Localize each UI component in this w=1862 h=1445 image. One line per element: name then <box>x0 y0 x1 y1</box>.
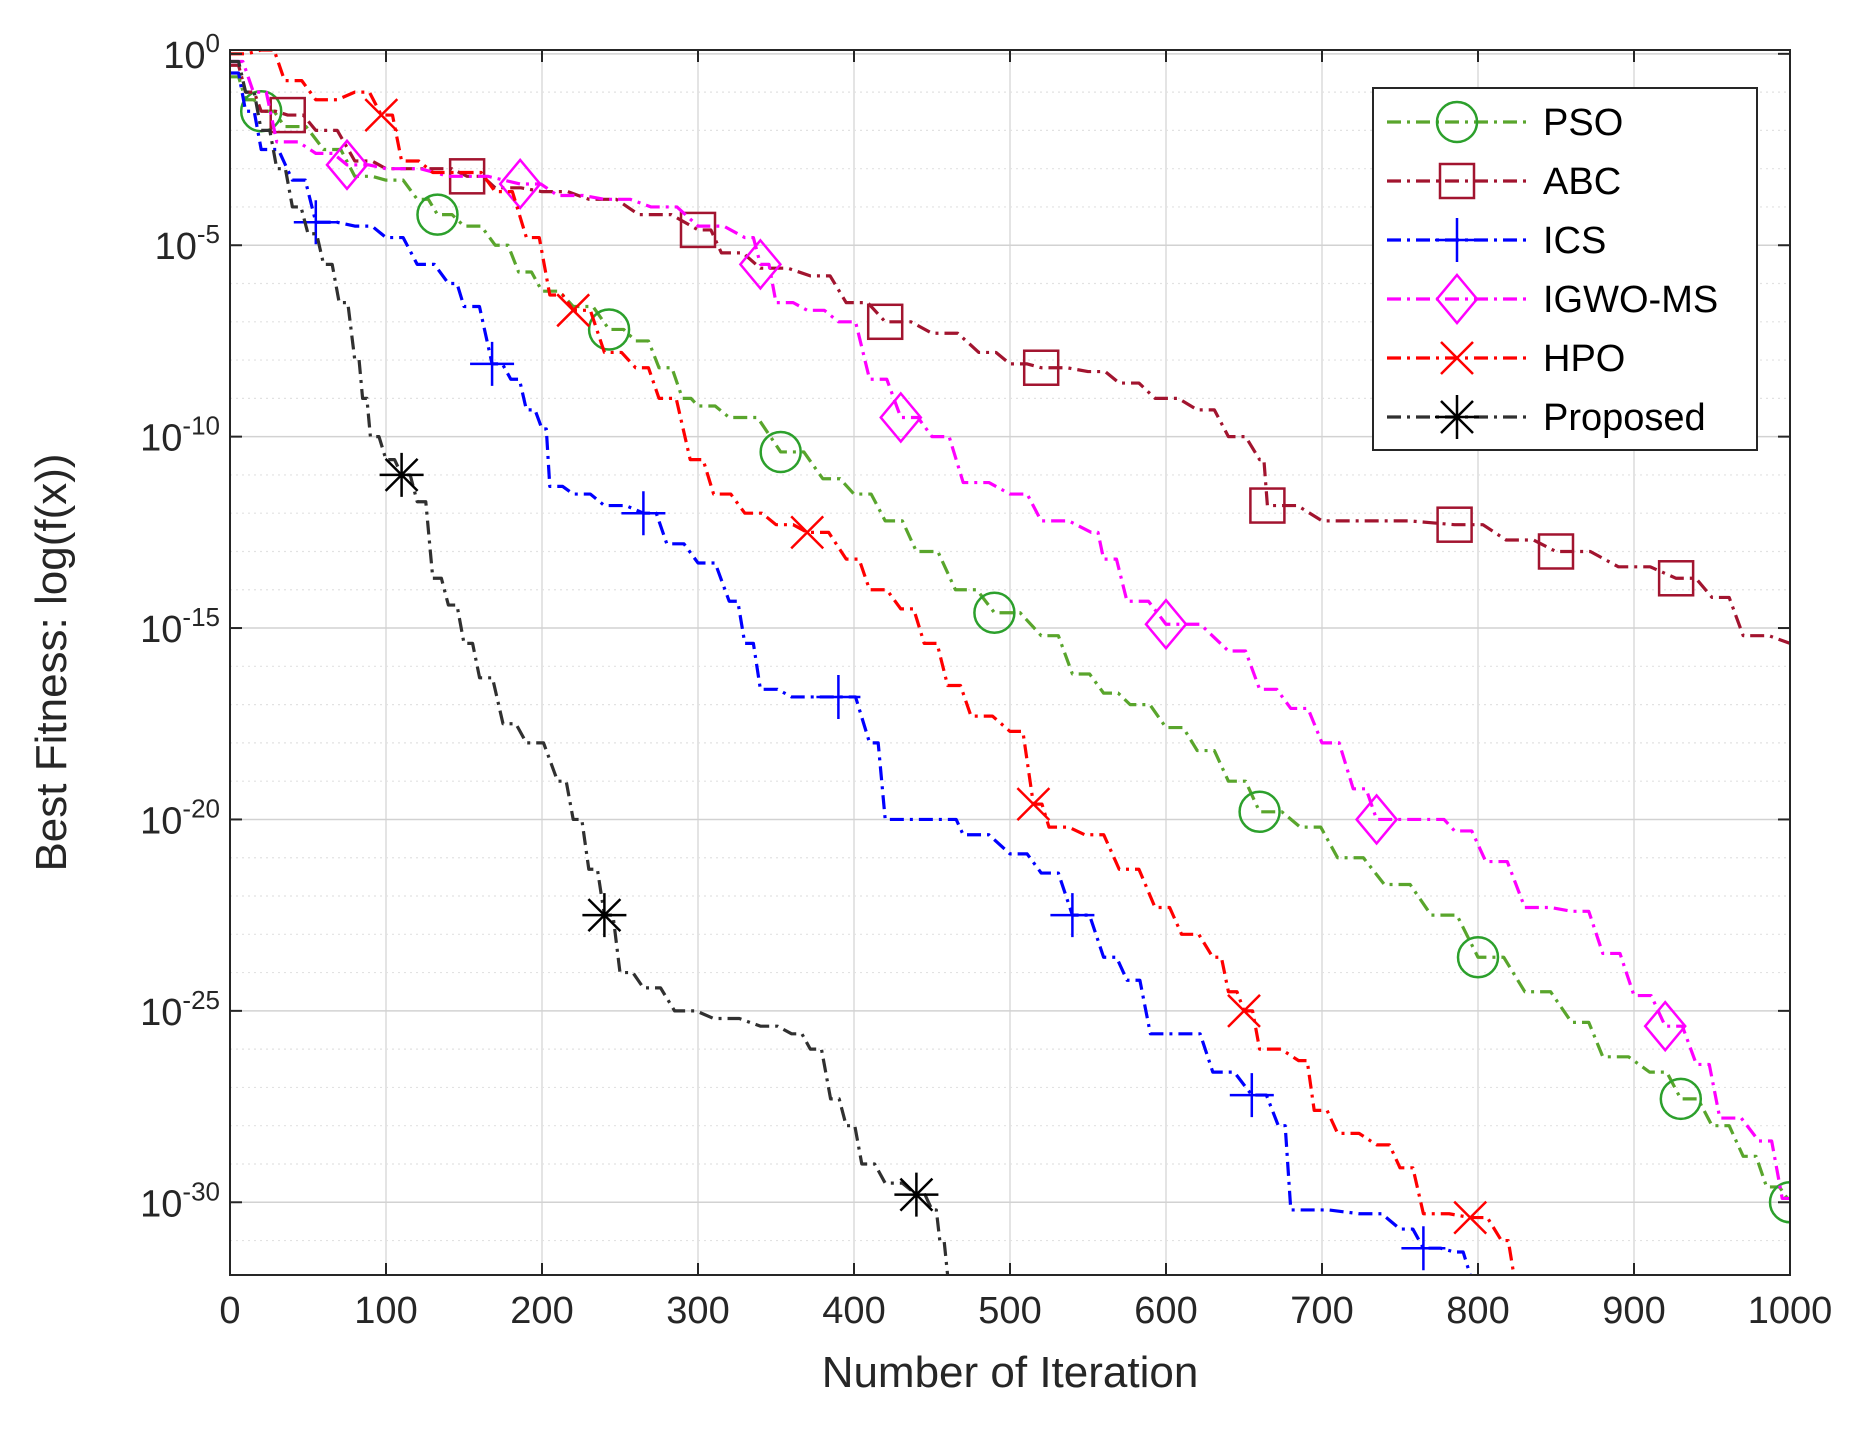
x-tick-label: 700 <box>1290 1290 1353 1332</box>
series-proposed <box>230 59 950 1275</box>
series-marker-abc <box>1537 533 1575 570</box>
legend-item-pso: PSO <box>1387 100 1623 144</box>
x-tick-label: 900 <box>1602 1290 1665 1332</box>
series-marker-proposed <box>582 893 627 938</box>
series-marker-igwo-ms <box>1643 1000 1687 1053</box>
tick-layer: 0 100 200 300 400 500 600 700 800 900 1000 100 10-5 1… <box>140 28 1832 1332</box>
x-tick-label: 500 <box>978 1290 1041 1332</box>
series-marker-pso <box>1659 1077 1703 1121</box>
series-marker-pso <box>416 193 459 236</box>
series-marker-proposed <box>894 1172 939 1217</box>
legend-label: ABC <box>1543 161 1621 203</box>
series-marker-igwo-ms <box>879 391 923 444</box>
x-tick-label: 1000 <box>1748 1290 1833 1332</box>
series-marker-abc <box>679 211 717 249</box>
series-marker-pso <box>1238 790 1281 834</box>
series-marker-pso <box>1456 936 1500 979</box>
y-axis-title: Best Fitness: log(f(x)) <box>27 453 76 871</box>
legend-box <box>1372 87 1758 451</box>
legend-label: ICS <box>1543 220 1606 262</box>
series-line-pso <box>230 75 1790 1204</box>
grid-layer <box>230 50 1790 1275</box>
series-marker-ics <box>621 491 666 536</box>
series-line-proposed <box>230 59 950 1275</box>
y-tick-label: 10-20 <box>140 793 220 842</box>
x-axis-title: Number of Iteration <box>822 1348 1199 1397</box>
y-tick-label: 10-15 <box>140 602 220 651</box>
series-marker-igwo-ms <box>1354 793 1399 846</box>
series-marker-ics <box>1050 893 1095 938</box>
x-tick-label: 100 <box>354 1290 417 1332</box>
series-marker-igwo-ms <box>1144 598 1188 651</box>
series-marker-hpo <box>1227 993 1261 1028</box>
series-marker-ics <box>470 341 515 386</box>
legend-item-ics: ICS <box>1387 218 1606 262</box>
series-marker-abc <box>1249 487 1286 524</box>
y-tick-label: 10-30 <box>140 1176 220 1225</box>
legend-marker <box>1435 395 1479 439</box>
series-marker-abc <box>866 303 904 341</box>
series-ics <box>230 71 1472 1275</box>
series-marker-pso <box>1768 1181 1790 1224</box>
x-tick-label: 400 <box>822 1290 885 1332</box>
y-tick-label: 100 <box>163 28 220 77</box>
series-line-hpo <box>230 50 1516 1275</box>
series-marker-proposed <box>379 452 424 497</box>
series-marker-abc <box>1022 349 1060 386</box>
legend-item-proposed: Proposed <box>1387 395 1706 439</box>
series-marker-hpo <box>364 98 399 132</box>
x-tick-label: 0 <box>219 1290 240 1332</box>
series-marker-igwo-ms <box>498 158 542 210</box>
legend-marker <box>1435 273 1479 325</box>
series-pso <box>230 75 1790 1224</box>
legend-marker <box>1435 100 1479 144</box>
series-marker-pso <box>759 430 802 474</box>
x-tick-label: 600 <box>1134 1290 1197 1332</box>
legend: PSO ABC ICS IGWO-MS HPO Proposed <box>1372 87 1758 451</box>
series-marker-ics <box>816 674 861 719</box>
series-marker-pso <box>587 308 631 351</box>
legend-item-igwo-ms: IGWO-MS <box>1387 273 1718 325</box>
series-hpo <box>230 50 1516 1275</box>
y-tick-label: 10-5 <box>155 219 220 268</box>
series-marker-hpo <box>790 515 825 550</box>
legend-marker <box>1435 218 1479 262</box>
series-igwo-ms <box>230 59 1790 1201</box>
legend-label: IGWO-MS <box>1543 279 1718 321</box>
series-marker-igwo-ms <box>738 238 783 291</box>
series-marker-pso <box>973 591 1016 634</box>
series-line-ics <box>230 71 1472 1275</box>
legend-label: Proposed <box>1543 397 1706 439</box>
series-line-igwo-ms <box>230 59 1790 1201</box>
series-marker-ics <box>1401 1226 1446 1271</box>
series-marker-hpo <box>1453 1200 1488 1235</box>
legend-item-hpo: HPO <box>1387 338 1625 380</box>
y-tick-label: 10-10 <box>140 411 220 460</box>
series-marker-hpo <box>556 293 591 328</box>
legend-marker <box>1440 341 1474 375</box>
series-marker-abc <box>269 96 306 134</box>
series-marker-abc <box>1657 560 1695 597</box>
legend-label: HPO <box>1543 338 1625 380</box>
series-line-abc <box>230 63 1790 645</box>
x-tick-label: 800 <box>1446 1290 1509 1332</box>
series-marker-ics <box>1229 1073 1274 1118</box>
legend-label: PSO <box>1543 102 1623 144</box>
y-tick-label: 10-25 <box>140 985 220 1034</box>
series-marker-abc <box>1436 506 1473 543</box>
x-tick-label: 200 <box>510 1290 573 1332</box>
series-marker-ics <box>293 200 338 245</box>
legend-marker <box>1438 162 1476 200</box>
series-marker-hpo <box>1016 787 1051 822</box>
series-marker-igwo-ms <box>325 138 369 191</box>
legend-item-abc: ABC <box>1387 161 1621 203</box>
series-layer <box>230 50 1790 1275</box>
x-tick-label: 300 <box>666 1290 729 1332</box>
